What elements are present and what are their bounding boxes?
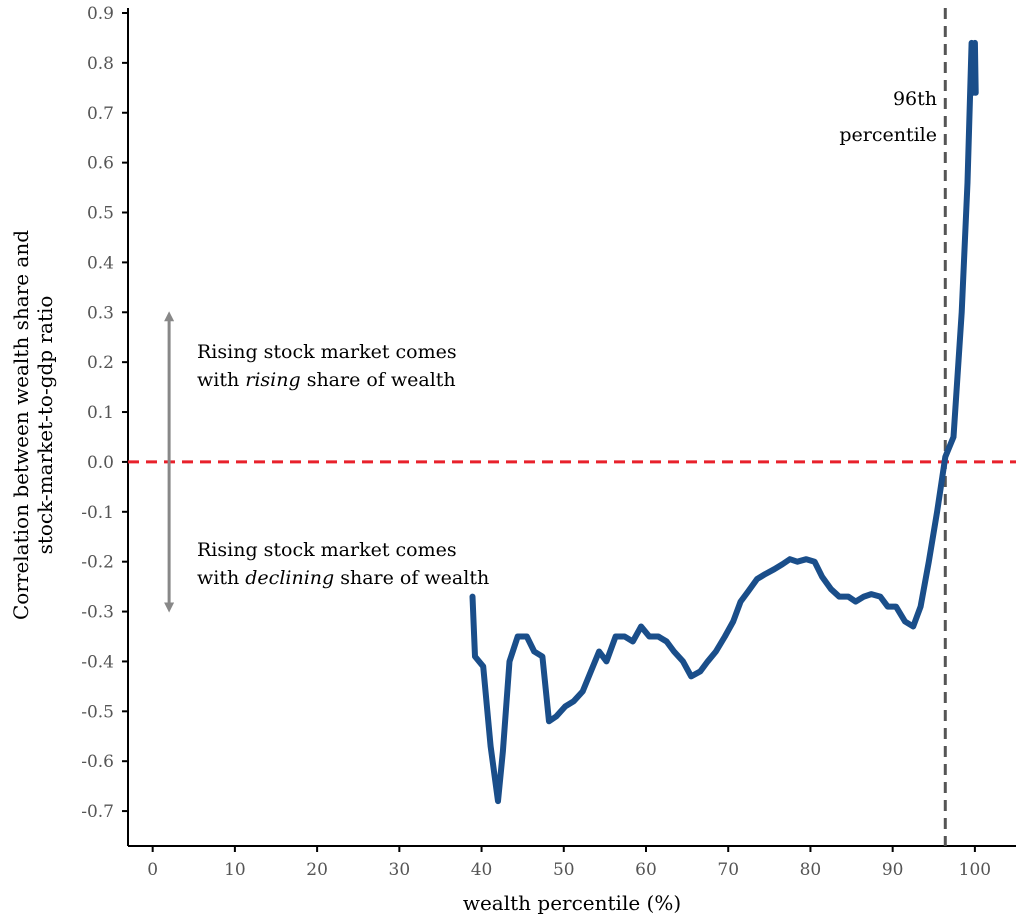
x-axis-title: wealth percentile (%) xyxy=(463,891,681,915)
x-tick-label: 40 xyxy=(471,860,493,880)
x-tick-label: 90 xyxy=(882,860,904,880)
y-tick-label: 0.7 xyxy=(87,104,114,124)
x-axis-ticks: 0 10 20 30 40 50 60 70 80 90 100 xyxy=(147,846,991,880)
y-tick-label: 0.8 xyxy=(87,54,114,74)
y-tick-label: -0.7 xyxy=(81,802,114,822)
y-tick-label: -0.1 xyxy=(81,503,114,523)
x-tick-label: 30 xyxy=(389,860,411,880)
y-axis-title-line1: Correlation between wealth share and xyxy=(9,230,33,620)
y-tick-label: 0.1 xyxy=(87,403,114,423)
y-axis-title: Correlation between wealth share and sto… xyxy=(9,230,57,620)
y-tick-label: 0.2 xyxy=(87,353,114,373)
y-tick-label: 0.9 xyxy=(87,4,114,24)
y-axis-ticks: 0.9 0.8 0.7 0.6 0.5 0.4 0.3 0.2 0.1 0.0 -0.1 -0.2 -0… xyxy=(81,4,128,822)
x-tick-label: 60 xyxy=(635,860,657,880)
x-tick-label: 100 xyxy=(959,860,991,880)
annotations: Rising stock market comes with rising sh… xyxy=(164,88,937,613)
x-tick-label: 20 xyxy=(306,860,328,880)
axes-frame xyxy=(127,8,1016,847)
x-tick-label: 10 xyxy=(224,860,246,880)
y-tick-label: -0.2 xyxy=(81,553,114,573)
correlation-series-line xyxy=(469,39,979,805)
rising-annotation-line2: with rising share of wealth xyxy=(197,369,456,391)
y-tick-label: -0.4 xyxy=(81,652,114,672)
y-tick-label: -0.3 xyxy=(81,603,114,623)
x-tick-label: 0 xyxy=(147,860,158,880)
x-tick-label: 70 xyxy=(717,860,739,880)
y-tick-label: 0.5 xyxy=(87,204,114,224)
declining-annotation-line1: Rising stock market comes xyxy=(197,539,457,561)
y-tick-label: 0.4 xyxy=(87,253,114,273)
y-tick-label: -0.6 xyxy=(81,752,114,772)
x-tick-label: 50 xyxy=(553,860,575,880)
y-axis-title-line2: stock-market-to-gdp ratio xyxy=(33,296,57,555)
rising-annotation-line1: Rising stock market comes xyxy=(197,341,457,363)
declining-annotation-line2: with declining share of wealth xyxy=(197,567,489,589)
y-tick-label: 0.3 xyxy=(87,303,114,323)
threshold-label-line2: percentile xyxy=(839,124,937,146)
y-tick-label: 0.0 xyxy=(87,453,114,473)
x-tick-label: 80 xyxy=(800,860,822,880)
series-layer xyxy=(469,39,979,805)
threshold-label-line1: 96th xyxy=(893,88,937,110)
y-tick-label: -0.5 xyxy=(81,702,114,722)
y-tick-label: 0.6 xyxy=(87,154,114,174)
reference-lines xyxy=(128,8,1016,846)
